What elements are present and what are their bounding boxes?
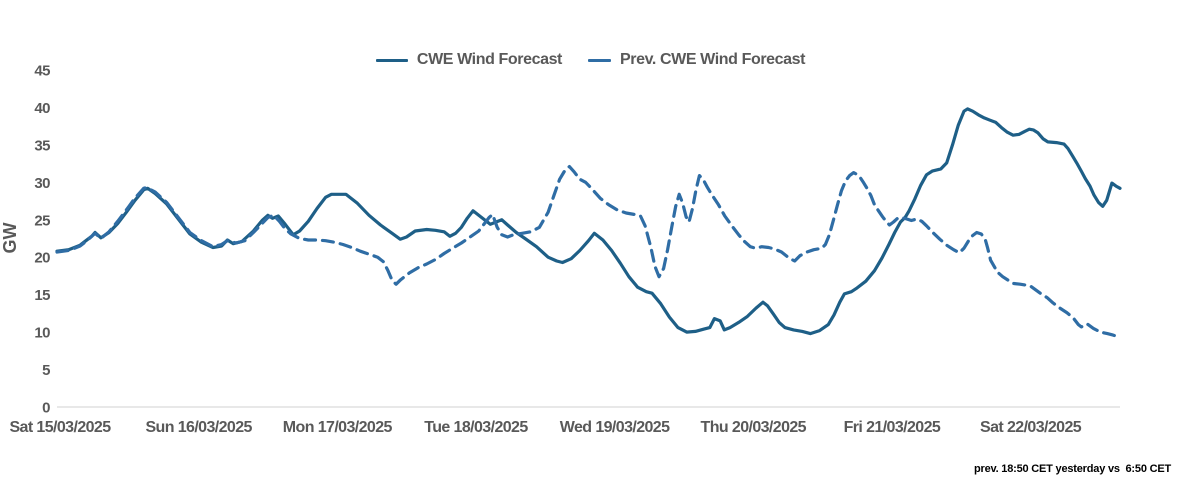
chart-legend: CWE Wind Forecast Prev. CWE Wind Forecas… (0, 48, 1181, 72)
y-tick-label-25: 25 (34, 212, 50, 229)
y-tick-label-0: 0 (42, 400, 50, 417)
x-tick-label-fri-21-03-2025: Fri 21/03/2025 (844, 419, 941, 436)
x-tick-label-sun-16-03-2025: Sun 16/03/2025 (145, 419, 252, 436)
y-tick-label-40: 40 (34, 100, 50, 117)
series-line-prev-cwe-wind-forecast (55, 165, 1120, 339)
legend-label-cwe: CWE Wind Forecast (416, 51, 562, 68)
x-tick-label-mon-17-03-2025: Mon 17/03/2025 (283, 419, 393, 436)
legend-label-prev: Prev. CWE Wind Forecast (620, 51, 806, 68)
axis-layer: 0 5 10 15 20 25 30 35 40 45 Sat 15/03/2025 Sun 16/0… (9, 63, 1120, 436)
series-line-cwe-wind-forecast (55, 107, 1122, 336)
y-tick-label-30: 30 (34, 175, 50, 192)
x-tick-label-tue-18-03-2025: Tue 18/03/2025 (424, 419, 528, 436)
legend-line-sample-solid (375, 58, 408, 62)
series-layer (55, 107, 1122, 339)
legend-item-cwe-wind-forecast[interactable]: CWE Wind Forecast (375, 51, 562, 69)
y-tick-label-5: 5 (42, 362, 50, 379)
y-axis-title: GW (0, 222, 20, 253)
y-tick-label-45: 45 (34, 63, 50, 80)
y-tick-label-15: 15 (34, 287, 50, 304)
y-tick-label-35: 35 (34, 137, 50, 154)
x-tick-label-thu-20-03-2025: Thu 20/03/2025 (701, 419, 807, 436)
x-tick-label-wed-19-03-2025: Wed 19/03/2025 (560, 419, 670, 436)
x-tick-label-sat-22-03-2025: Sat 22/03/2025 (980, 419, 1082, 436)
y-tick-label-20: 20 (34, 250, 50, 267)
y-tick-label-10: 10 (34, 325, 50, 342)
x-tick-label-sat-15-03-2025: Sat 15/03/2025 (9, 419, 111, 436)
legend-line-sample-dashed (588, 58, 611, 62)
footnote: prev. 18:50 CET yesterday vs 6:50 CET (973, 463, 1171, 475)
legend-item-prev-cwe-wind-forecast[interactable]: Prev. CWE Wind Forecast (588, 51, 805, 69)
